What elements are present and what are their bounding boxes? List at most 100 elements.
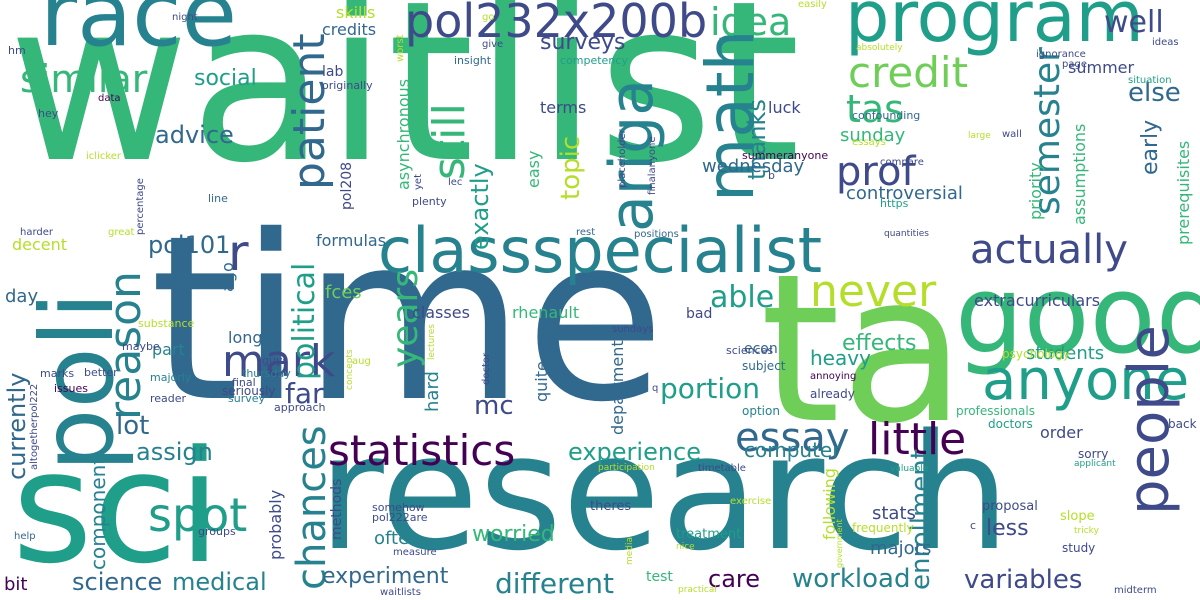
- word-summeranyone: summeranyone: [742, 149, 829, 162]
- word-econ: econ: [744, 341, 778, 357]
- word-component: component: [86, 456, 110, 570]
- word-bad: bad: [686, 306, 713, 322]
- word-political: political: [287, 262, 322, 380]
- word-waitlist: waitlist: [8, 0, 801, 212]
- word-assign: assign: [136, 438, 213, 466]
- word-psychology: psychology: [1002, 347, 1070, 361]
- word-advice: advice: [155, 121, 234, 149]
- word-pol222are: pol222are: [372, 511, 428, 524]
- word-decent: decent: [12, 235, 68, 254]
- word-statistics: statistics: [328, 426, 516, 475]
- word-often: often: [374, 528, 421, 549]
- word-hard: hard: [422, 371, 443, 412]
- word-currently: currently: [3, 372, 31, 480]
- word-treatment: treatment: [676, 527, 742, 542]
- word-skills: skills: [336, 3, 376, 22]
- word-science: science: [72, 568, 163, 596]
- word-great: great: [108, 227, 135, 238]
- word-doctor: doctor: [481, 352, 492, 385]
- word-aug: aug: [352, 356, 371, 367]
- word-maybe: maybe: [122, 340, 160, 353]
- word-somehow: somehow: [372, 501, 425, 514]
- word-situation: situation: [1128, 75, 1172, 86]
- word-long: long: [228, 328, 263, 347]
- word-final: final: [232, 376, 256, 389]
- word-luck: luck: [768, 98, 801, 117]
- word-social: social: [194, 66, 257, 91]
- word-actually: actually: [970, 227, 1128, 273]
- word-lec: lec: [448, 177, 463, 188]
- word-government: government: [835, 519, 844, 568]
- word-better: better: [84, 366, 118, 379]
- word-doctors: doctors: [988, 417, 1033, 431]
- word-day: day: [5, 286, 39, 307]
- word-computer: computer: [744, 438, 841, 462]
- word-placeholder: placeholder: [617, 129, 628, 188]
- word-data: data: [98, 93, 121, 104]
- word-absolutely: absolutely: [856, 43, 903, 53]
- word-already: already: [810, 387, 855, 401]
- word-ignorance: ignorance: [1036, 49, 1086, 60]
- word-majors: majors: [870, 538, 932, 559]
- word-sciences: sciences: [726, 344, 774, 357]
- word-compare: compare: [880, 157, 924, 168]
- word-controversial: controversial: [846, 183, 963, 204]
- word-option: option: [742, 404, 780, 418]
- word-originally: originally: [322, 79, 373, 92]
- word-workload: workload: [792, 564, 911, 594]
- word-topic: topic: [556, 135, 586, 200]
- word-fces: fces: [325, 282, 362, 303]
- word-iclicker: iclicker: [86, 151, 122, 162]
- word-sundays: sundays: [612, 324, 654, 335]
- word-applicant: applicant: [1074, 459, 1116, 469]
- word-variables: variables: [964, 565, 1083, 595]
- word-summer: summer: [1068, 58, 1135, 77]
- word-early: early: [1138, 119, 1163, 175]
- word-nice: nice: [676, 542, 695, 552]
- word-easily: easily: [798, 0, 827, 10]
- word-care: care: [708, 565, 761, 593]
- word-rhenault: rhenault: [512, 303, 580, 322]
- word-slope: slope: [1060, 509, 1095, 524]
- word-hm: hm: [8, 44, 26, 57]
- word-subject: subject: [742, 359, 786, 373]
- word-r: r: [228, 224, 249, 282]
- word-large: large: [968, 131, 991, 141]
- word-easy: easy: [524, 150, 543, 188]
- word-test: test: [646, 569, 673, 585]
- word-plenty: plenty: [412, 195, 447, 208]
- word-tas: tas: [846, 87, 904, 131]
- word-altogetherpol222: altogetherpol222: [29, 383, 40, 470]
- word-sunday: sunday: [840, 125, 906, 146]
- word-formulas: formulas: [316, 231, 387, 250]
- word-probably: probably: [266, 489, 285, 560]
- word-mc: mc: [474, 391, 514, 421]
- word-anyone: anyone: [982, 348, 1190, 413]
- word-ago: ago: [218, 262, 237, 292]
- word-order: order: [1040, 423, 1083, 442]
- word-prof: prof: [836, 149, 916, 195]
- word-confounding: confounding: [852, 109, 921, 122]
- word-extracurriculars: extracurriculars: [974, 291, 1101, 310]
- word-good: good: [955, 253, 1200, 378]
- word-lab: lab: [322, 64, 344, 80]
- word-effects: effects: [842, 331, 917, 356]
- word-line: line: [208, 192, 228, 205]
- word-asynchronous: asynchronous: [394, 78, 413, 190]
- word-b: b: [768, 169, 775, 182]
- word-page: page: [1062, 59, 1087, 70]
- word-quite: quite: [532, 361, 551, 402]
- word-help: help: [14, 531, 36, 542]
- word-c: c: [970, 519, 977, 532]
- word-heavy: heavy: [810, 346, 871, 370]
- word-majorly: majorly: [150, 371, 192, 384]
- word-similar: similar: [20, 57, 148, 101]
- word-tricky: tricky: [1074, 526, 1099, 536]
- word-ideas: ideas: [1152, 37, 1179, 48]
- word-part: part: [152, 340, 185, 359]
- word-stats: stats: [872, 503, 916, 524]
- word-hey: hey: [38, 107, 59, 120]
- word-classspecialist: classspecialist: [378, 214, 823, 287]
- word-lot: lot: [116, 411, 150, 441]
- word-waitlists: waitlists: [380, 587, 421, 598]
